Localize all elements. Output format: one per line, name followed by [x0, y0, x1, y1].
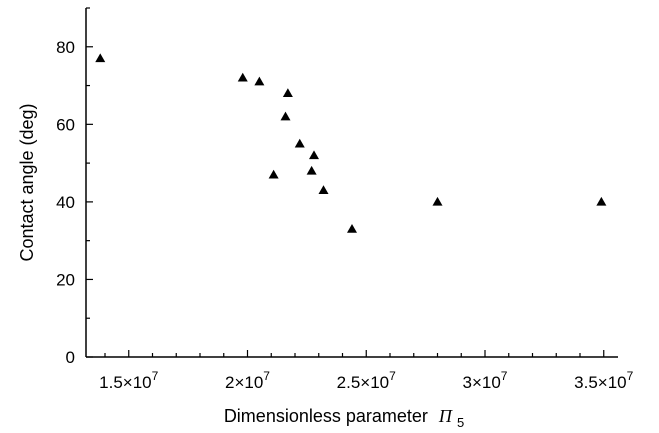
x-tick-mantissa: 2×10	[225, 373, 263, 392]
data-point-triangle	[596, 196, 607, 206]
data-point-triangle	[254, 76, 265, 86]
x-tick-exponent: 7	[389, 369, 396, 383]
x-tick-label: 2.5×107	[337, 369, 396, 392]
x-axis-title-text: Dimensionless parameter	[224, 406, 428, 426]
x-tick-mantissa: 3×10	[463, 373, 501, 392]
y-tick-label: 80	[56, 38, 75, 57]
x-tick-mantissa: 3.5×10	[574, 373, 626, 392]
y-axis-title-group: Contact angle (deg)	[17, 103, 37, 261]
data-point-triangle	[294, 138, 305, 148]
plot-axes	[85, 8, 618, 358]
x-axis-title-subscript: 5	[457, 415, 464, 430]
x-tick-mantissa: 1.5×10	[99, 373, 151, 392]
x-tick-mantissa: 2.5×10	[337, 373, 389, 392]
y-tick-label: 20	[56, 270, 75, 289]
y-tick-label: 0	[66, 348, 75, 367]
data-point-triangle	[318, 185, 329, 195]
data-point-triangle	[268, 169, 279, 179]
x-tick-exponent: 7	[263, 369, 270, 383]
data-point-triangle	[280, 111, 291, 121]
data-point-triangle	[237, 72, 248, 82]
data-point-triangle	[306, 165, 317, 175]
data-point-triangle	[309, 150, 319, 160]
y-axis-title: Contact angle (deg)	[17, 103, 37, 261]
x-tick-label: 2×107	[225, 369, 270, 392]
data-point-triangle	[282, 88, 293, 98]
x-tick-exponent: 7	[152, 369, 159, 383]
data-point-triangle	[432, 196, 443, 206]
axis-ticks	[86, 7, 605, 358]
x-tick-exponent: 7	[627, 369, 634, 383]
x-axis-title-symbol: Π	[438, 406, 453, 426]
x-tick-label: 3×107	[463, 369, 508, 392]
x-tick-label: 3.5×107	[574, 369, 633, 392]
y-tick-label: 40	[56, 193, 75, 212]
y-tick-label: 60	[56, 115, 75, 134]
data-points	[95, 53, 607, 233]
data-point-triangle	[95, 53, 106, 63]
x-axis-title: Dimensionless parameter Π 5	[224, 406, 464, 430]
x-tick-label: 1.5×107	[99, 369, 158, 392]
data-point-triangle	[347, 224, 357, 233]
x-tick-exponent: 7	[501, 369, 508, 383]
